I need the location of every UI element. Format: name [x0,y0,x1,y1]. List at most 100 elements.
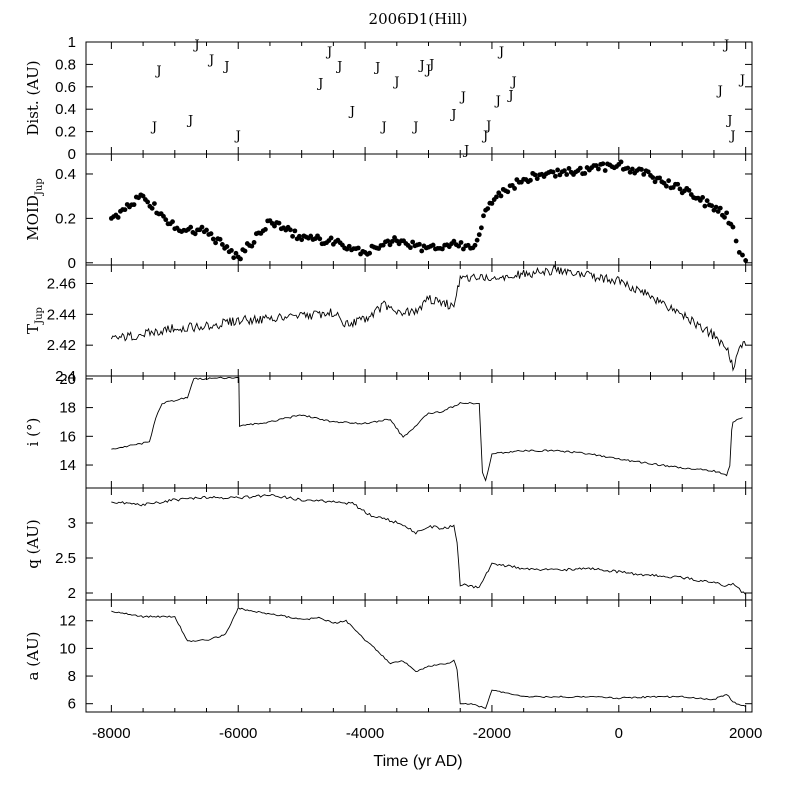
moid-point [629,166,635,172]
x-tick-label: -4000 [346,725,384,742]
y-tick-label: 0.8 [55,56,76,73]
moid-point [219,242,225,247]
encounter-marker: J [192,38,199,53]
panel-frame [85,599,753,713]
moid-point [231,255,237,261]
moid-point [204,227,209,233]
panel-frame [85,153,753,266]
moid-point [140,193,146,199]
moid-point [407,245,413,251]
moid-point [229,248,234,253]
moid-point [213,240,218,246]
moid-point [208,231,214,237]
moid-point [251,240,257,245]
incl-series-line [111,376,743,482]
moid-point [242,248,248,254]
encounter-marker: J [484,119,491,134]
encounter-marker: J [725,113,732,128]
panel-frame [85,487,753,601]
moid-point [367,250,373,256]
moid-point [410,239,416,245]
encounter-marker: J [186,113,193,128]
moid-point [346,243,352,249]
chart-title: 2006D1(Hill) [369,10,468,28]
moid-point [474,237,480,243]
x-tick-label: -6000 [219,725,257,742]
moid-point [582,171,588,176]
encounter-marker: J [325,45,332,60]
moid-point [145,199,151,205]
moid-point [161,213,166,219]
moid-point [625,165,631,171]
moid-point [652,179,658,185]
moid-point [317,236,323,242]
moid-point [704,198,710,204]
y-tick-label: 16 [59,428,76,445]
encounter-marker: J [738,73,745,88]
moid-point [677,186,683,192]
y-tick-label: 2.42 [47,337,76,354]
moid-point [700,195,706,200]
y-tick-label: 6 [68,696,76,713]
x-axis-ticks: -8000 -6000 -4000 -2000 0 2000 [92,725,762,742]
moid-point [686,187,692,193]
moid-point [593,163,599,168]
moid-point [296,233,302,239]
encounter-marker: J [497,45,504,60]
moid-point [666,178,672,184]
moid-point [740,252,745,258]
y-tick-label: 18 [59,400,76,417]
y-tick-label: 20 [59,371,76,388]
moid-point [657,175,662,181]
moid-point [380,242,386,248]
moid-point [430,242,436,248]
encounter-marker: J [380,120,387,135]
y-tick-label: 2.4 [55,368,76,385]
x-tick-label: -8000 [92,725,130,742]
moid-point [188,224,194,230]
moid-point [562,168,567,174]
encounter-marker: J [510,75,517,90]
encounter-marker: J [481,129,488,144]
encounter-marker: J [716,84,723,99]
moid-point [722,214,727,220]
moid-point [263,227,268,232]
moid-point [564,172,570,177]
moid-point [419,248,425,254]
moid-point [328,235,334,241]
encounter-marker: J [207,53,214,68]
moid-point [249,243,255,249]
moid-point [238,256,243,262]
y-axis-label: TJup [24,307,45,334]
encounter-marker: J [462,144,469,159]
y-tick-label: 1 [68,34,76,51]
moid-point [639,167,644,172]
moid-point [596,166,601,172]
panel-frame [85,264,753,377]
moid-point [555,167,561,173]
moid-point [552,173,558,179]
moid-point [276,220,282,226]
moid-point [308,233,314,239]
moid-point [456,243,462,249]
tjup-series-line [110,264,747,372]
x-tick-label: 0 [615,725,623,742]
moid-point [170,219,175,225]
moid-point [566,166,572,171]
moid-point [217,236,223,242]
moid-point [122,207,128,213]
moid-point [292,228,298,234]
encounter-marker: J [335,60,342,75]
moid-point [385,238,391,244]
encounter-marker: J [150,120,157,135]
moid-point [724,210,730,216]
moid-point [233,250,239,256]
moid-point [494,194,499,200]
moid-point [472,242,478,248]
moid-point [287,227,293,233]
moid-point [389,238,395,244]
encounter-marker: J [459,90,466,105]
moid-point [439,246,445,252]
moid-point [299,237,305,243]
moid-point [489,201,495,206]
